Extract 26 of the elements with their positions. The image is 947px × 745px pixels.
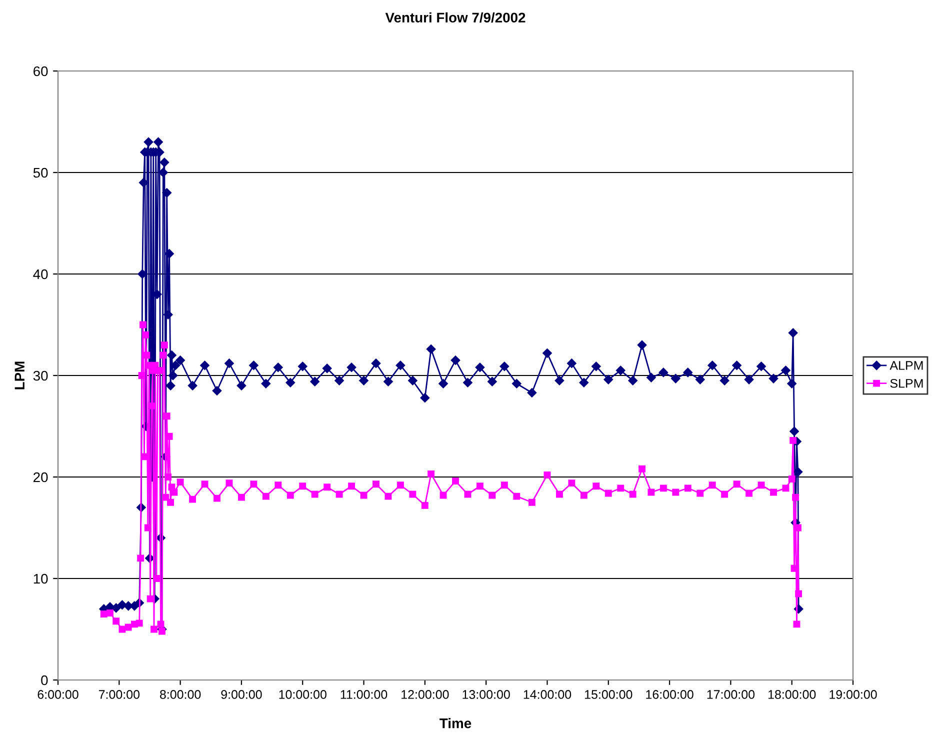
x-tick-label: 12:00:00 — [402, 690, 449, 699]
y-tick-label: 60 — [34, 66, 48, 76]
y-tick-label: 0 — [41, 675, 48, 686]
legend-label: SLPM — [890, 378, 923, 388]
x-tick-label: 19:00:00 — [830, 690, 877, 699]
y-tick-label: 50 — [33, 168, 48, 178]
y-axis-title: LPM — [14, 362, 24, 390]
x-tick-label: 14:00:00 — [524, 690, 572, 699]
x-tick-label: 10:00:00 — [279, 690, 326, 699]
chart-title: Venturi Flow 7/9/2002 — [385, 12, 526, 23]
x-tick-label: 17:00:00 — [707, 690, 755, 699]
x-tick-label: 11:00:00 — [340, 690, 388, 699]
x-tick-label: 13:00:00 — [462, 690, 510, 699]
y-tick-label: 10 — [34, 574, 48, 584]
x-tick-label: 7:00:00 — [98, 690, 140, 699]
legend-label: ALPM — [890, 361, 923, 370]
x-tick-label: 18:00:00 — [768, 690, 816, 699]
x-axis-title: Time — [440, 718, 472, 728]
x-tick-label: 8:00:00 — [160, 690, 201, 699]
x-tick-label: 9:00:00 — [221, 690, 262, 699]
y-tick-label: 40 — [33, 269, 48, 280]
x-tick-label: 15:00:00 — [585, 690, 632, 699]
y-tick-label: 30 — [33, 370, 48, 381]
x-tick-label: 16:00:00 — [646, 690, 694, 699]
y-tick-label: 20 — [34, 472, 48, 482]
x-tick-label: 6:00:00 — [38, 690, 78, 699]
